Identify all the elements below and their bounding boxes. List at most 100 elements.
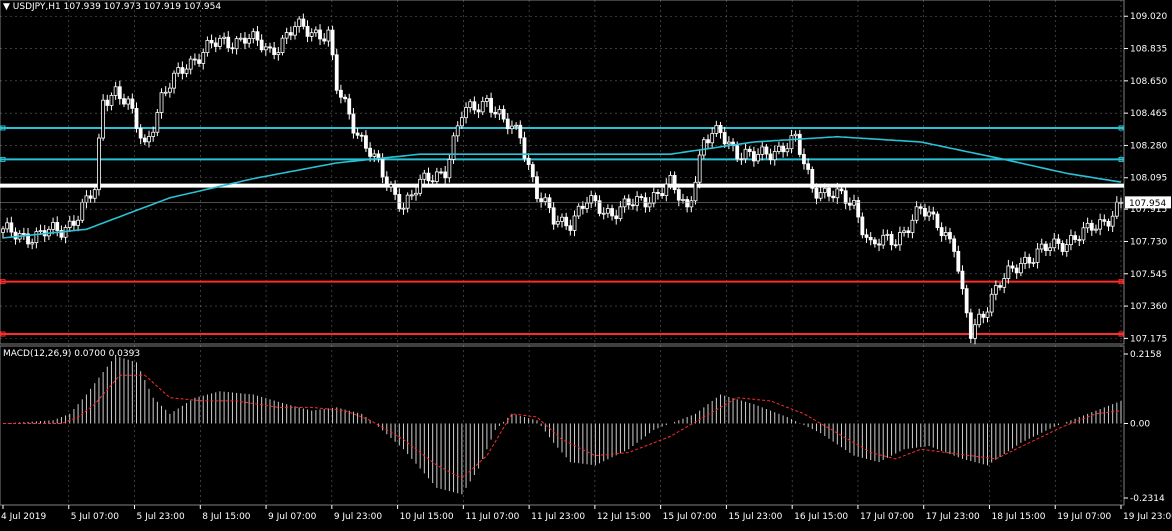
- candle-body: [510, 125, 514, 130]
- candle-body: [651, 192, 656, 204]
- candle-body: [92, 189, 97, 199]
- candle-body: [51, 222, 55, 230]
- candle-body: [409, 194, 414, 197]
- candle-body: [843, 190, 848, 204]
- candle-body: [247, 38, 252, 44]
- menu-triangle-icon[interactable]: ▼: [3, 2, 10, 12]
- candle-body: [1048, 247, 1052, 251]
- candle-body: [326, 29, 331, 42]
- candle-body: [134, 107, 139, 129]
- candle-body: [197, 59, 201, 64]
- candle-body: [480, 100, 485, 113]
- level-anchor-handle[interactable]: [1118, 279, 1124, 285]
- price-tick-label: 108.650: [1130, 77, 1167, 87]
- candle-body: [668, 175, 673, 185]
- candle-body: [764, 146, 769, 155]
- candle-body: [1035, 248, 1040, 263]
- candle-body: [923, 207, 927, 217]
- candle-body: [781, 145, 785, 153]
- candle-body: [810, 169, 815, 189]
- candle-body: [501, 109, 506, 120]
- candle-body: [126, 98, 131, 105]
- time-tick-label: 11 Jul 07:00: [465, 512, 519, 522]
- level-anchor-handle[interactable]: [0, 125, 6, 131]
- candle-body: [351, 113, 356, 134]
- candle-body: [255, 31, 260, 41]
- candle-body: [910, 219, 915, 234]
- candle-body: [693, 181, 698, 202]
- candle-body: [1114, 201, 1119, 217]
- candle-body: [384, 176, 389, 188]
- time-tick-label: 19 Jul 23:00: [1123, 512, 1172, 522]
- candle-body: [555, 220, 560, 225]
- candle-body: [872, 239, 877, 245]
- price-tick-label: 108.280: [1130, 141, 1167, 151]
- candle-body: [397, 194, 402, 210]
- candle-body: [184, 68, 189, 74]
- candle-body: [1056, 238, 1061, 244]
- candle-body: [434, 171, 439, 182]
- current-price-label: 107.954: [1129, 199, 1166, 209]
- candle-body: [67, 220, 72, 228]
- candle-body: [760, 146, 765, 155]
- candle-body: [138, 128, 143, 139]
- candle-body: [960, 270, 965, 290]
- candle-body: [1106, 220, 1111, 227]
- candle-body: [276, 52, 281, 56]
- candle-body: [1102, 219, 1107, 222]
- candle-body: [1010, 265, 1015, 269]
- candle-body: [505, 118, 510, 130]
- macd-panel-frame: [0, 345, 1125, 506]
- candle-body: [1044, 243, 1048, 251]
- candle-body: [977, 313, 982, 326]
- candle-body: [952, 238, 957, 252]
- level-anchor-handle[interactable]: [0, 156, 6, 162]
- candle-body: [656, 192, 660, 194]
- candle-body: [313, 29, 318, 34]
- candle-body: [968, 312, 973, 339]
- candle-body: [439, 171, 443, 174]
- candle-body: [84, 195, 89, 203]
- candle-body: [26, 233, 30, 245]
- candle-body: [956, 250, 961, 272]
- candle-body: [685, 199, 690, 208]
- candle-body: [147, 136, 151, 143]
- candle-body: [347, 98, 352, 115]
- level-anchor-handle[interactable]: [1118, 331, 1124, 337]
- level-anchor-handle[interactable]: [1118, 125, 1124, 131]
- candle-body: [898, 232, 902, 246]
- candle-body: [443, 171, 448, 179]
- candle-body: [1002, 278, 1007, 288]
- candle-body: [159, 92, 164, 113]
- time-tick-label: 17 Jul 07:00: [860, 512, 914, 522]
- candle-body: [309, 32, 314, 37]
- candle-body: [55, 222, 60, 231]
- candle-body: [797, 133, 802, 155]
- candle-body: [451, 135, 456, 160]
- candle-body: [155, 112, 160, 133]
- level-anchor-handle[interactable]: [0, 279, 6, 285]
- candle-body: [176, 67, 181, 74]
- candle-body: [459, 117, 464, 127]
- candle-body: [330, 29, 335, 56]
- candle-body: [355, 132, 360, 136]
- candle-body: [639, 196, 644, 199]
- candle-body: [5, 222, 10, 230]
- candle-body: [856, 200, 861, 218]
- candle-body: [860, 216, 865, 236]
- candle-body: [476, 109, 481, 113]
- level-anchor-handle[interactable]: [0, 331, 6, 337]
- candle-body: [1031, 261, 1036, 264]
- candle-body: [597, 200, 602, 214]
- candle-body: [814, 187, 819, 199]
- candle-body: [543, 197, 548, 203]
- level-anchor-handle[interactable]: [1118, 156, 1124, 162]
- price-tick-label: 108.835: [1130, 45, 1167, 55]
- candle-body: [835, 188, 840, 199]
- candle-body: [948, 232, 952, 240]
- candle-body: [664, 183, 669, 197]
- candle-body: [318, 29, 322, 40]
- candle-body: [802, 154, 806, 165]
